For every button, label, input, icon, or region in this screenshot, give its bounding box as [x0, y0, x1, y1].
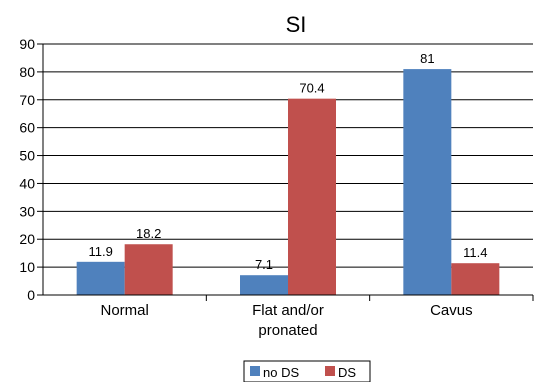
data-label: 7.1: [255, 257, 273, 272]
y-tick-label: 0: [27, 287, 35, 303]
data-label: 81: [420, 51, 434, 66]
category-labels: Normal Flat and/or pronated Cavus: [100, 302, 472, 339]
bar-ds: [124, 244, 173, 295]
legend: no DS DS: [243, 360, 371, 382]
category-label: pronated: [258, 322, 317, 339]
data-label: 18.2: [136, 226, 161, 241]
y-tick-label: 30: [19, 203, 35, 219]
category-label: Cavus: [430, 302, 473, 319]
y-tick-label: 90: [19, 36, 35, 52]
data-label: 11.4: [463, 245, 487, 260]
legend-label: DS: [338, 365, 356, 380]
data-labels: 11.9 18.2 7.1 70.4 81 11.4: [88, 51, 487, 272]
y-tick-label: 20: [19, 231, 35, 247]
legend-label: no DS: [263, 365, 299, 380]
bar-no-ds: [403, 69, 452, 295]
y-tick-label: 50: [19, 148, 35, 164]
chart-title: SI: [286, 12, 307, 37]
category-label: Flat and/or: [252, 302, 324, 319]
y-tick-label: 80: [19, 64, 35, 80]
bars: [76, 69, 500, 295]
bar-ds: [288, 98, 336, 295]
bar-ds: [451, 263, 500, 295]
y-tick-label: 10: [19, 259, 35, 275]
data-label: 70.4: [299, 81, 324, 96]
bar-no-ds: [76, 261, 125, 295]
legend-box: [243, 360, 371, 382]
y-tick-labels: 0 10 20 30 40 50 60 70 80 90: [19, 36, 35, 303]
legend-swatch: [325, 366, 335, 376]
legend-swatch: [250, 366, 260, 376]
category-label: Normal: [100, 302, 148, 319]
axes: [37, 43, 534, 301]
y-tick-label: 60: [19, 120, 35, 136]
bar-no-ds: [240, 275, 288, 295]
data-label: 11.9: [88, 244, 112, 259]
y-tick-label: 40: [19, 175, 35, 191]
y-tick-label: 70: [19, 92, 35, 108]
